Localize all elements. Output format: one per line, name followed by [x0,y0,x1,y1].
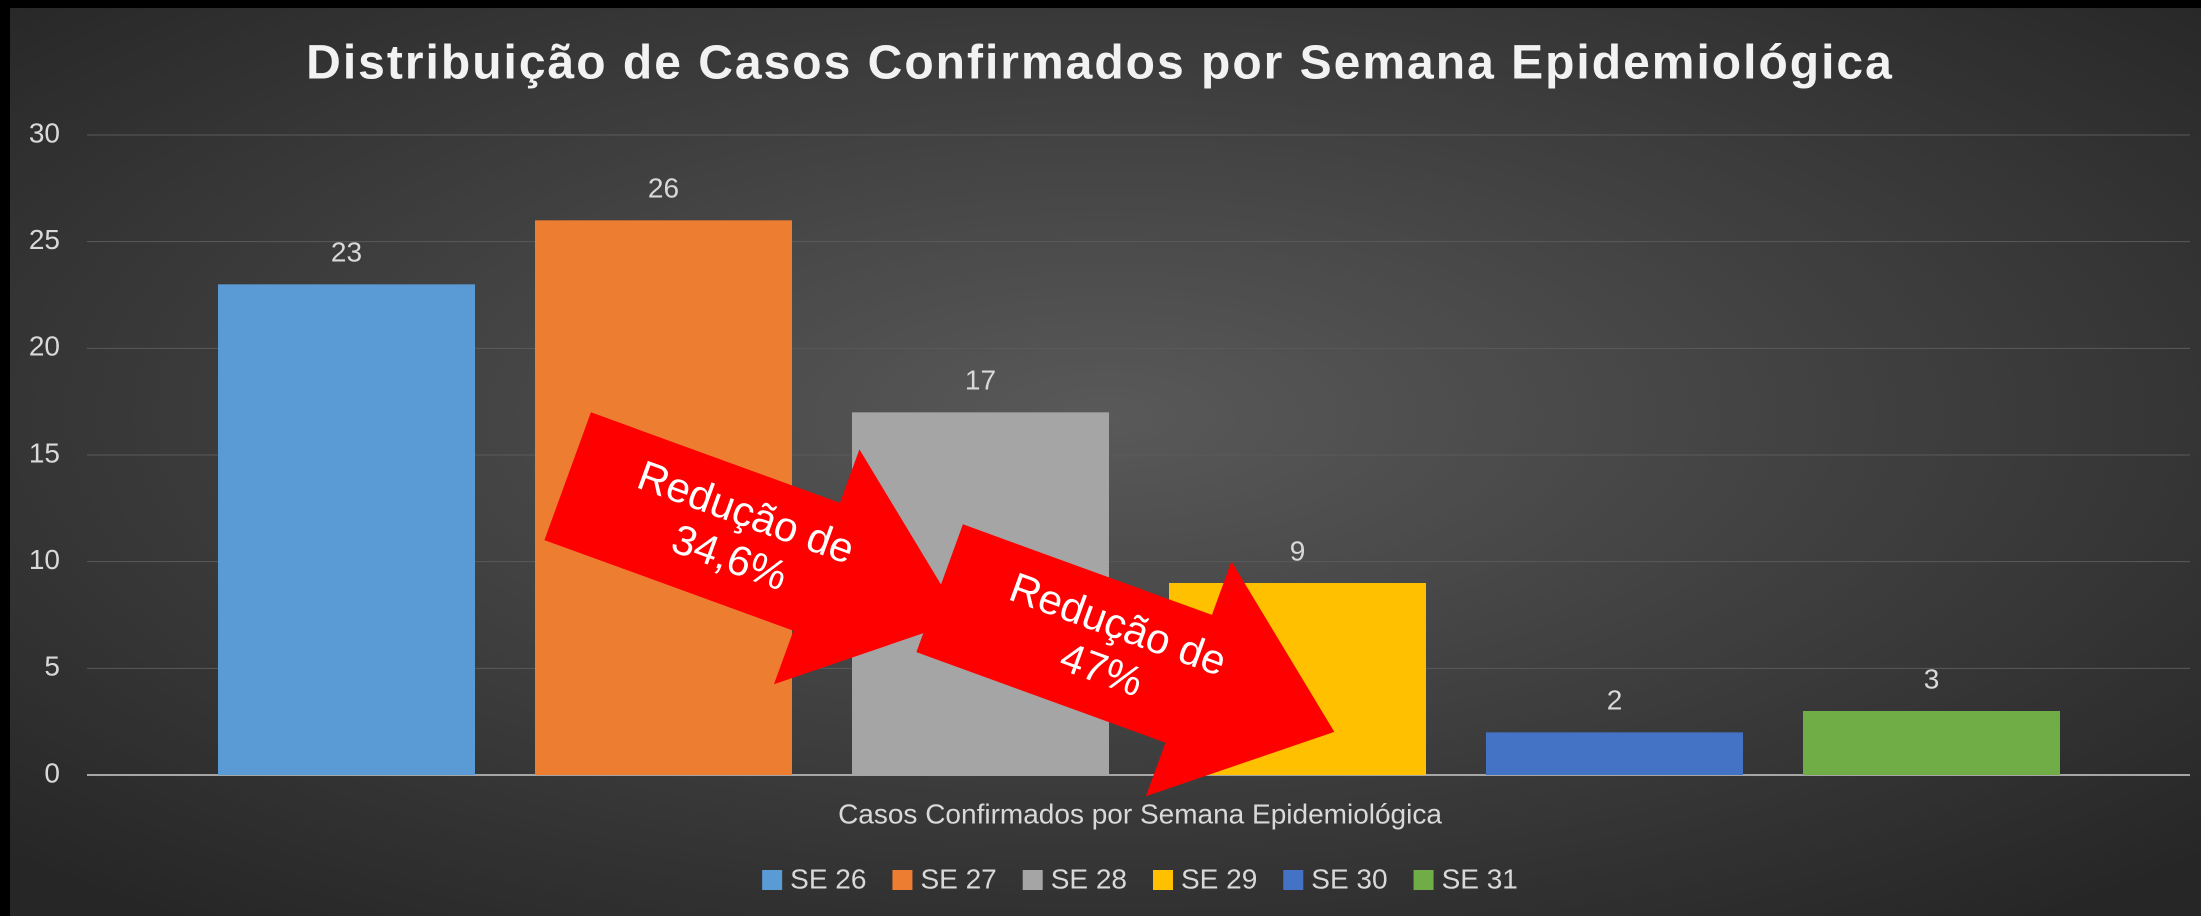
data-label: 26 [648,173,679,204]
legend-swatch [1022,870,1043,890]
data-label: 3 [1924,663,1940,694]
legend-label: SE 27 [920,863,996,894]
chart-title: Distribuição de Casos Confirmados por Se… [306,37,1894,90]
legend-label: SE 29 [1181,863,1257,894]
data-label: 2 [1607,685,1623,716]
legend-swatch [892,870,913,890]
y-tick-label: 0 [44,757,60,788]
legend-swatch [762,870,783,890]
bar [1486,732,1743,775]
legend-label: SE 28 [1051,863,1127,894]
legend-label: SE 30 [1311,863,1387,894]
legend-label: SE 26 [790,863,866,894]
y-tick-label: 5 [44,651,60,682]
legend-swatch [1413,870,1434,890]
arrow-shape [544,412,963,685]
legend-swatch [1153,870,1173,890]
x-axis-label: Casos Confirmados por Semana Epidemiológ… [838,798,1442,829]
bar [218,284,475,775]
y-tick-label: 10 [29,544,60,575]
legend-swatch [1283,870,1304,890]
bar [1803,711,2060,775]
y-tick-label: 20 [29,331,60,362]
y-tick-label: 30 [29,117,60,148]
y-tick-label: 15 [29,437,60,468]
data-label: 9 [1290,535,1306,566]
data-label: 17 [965,365,996,396]
arrow-shape [916,524,1335,797]
y-tick-label: 25 [29,224,60,255]
data-label: 23 [331,237,362,268]
legend-label: SE 31 [1442,863,1518,894]
